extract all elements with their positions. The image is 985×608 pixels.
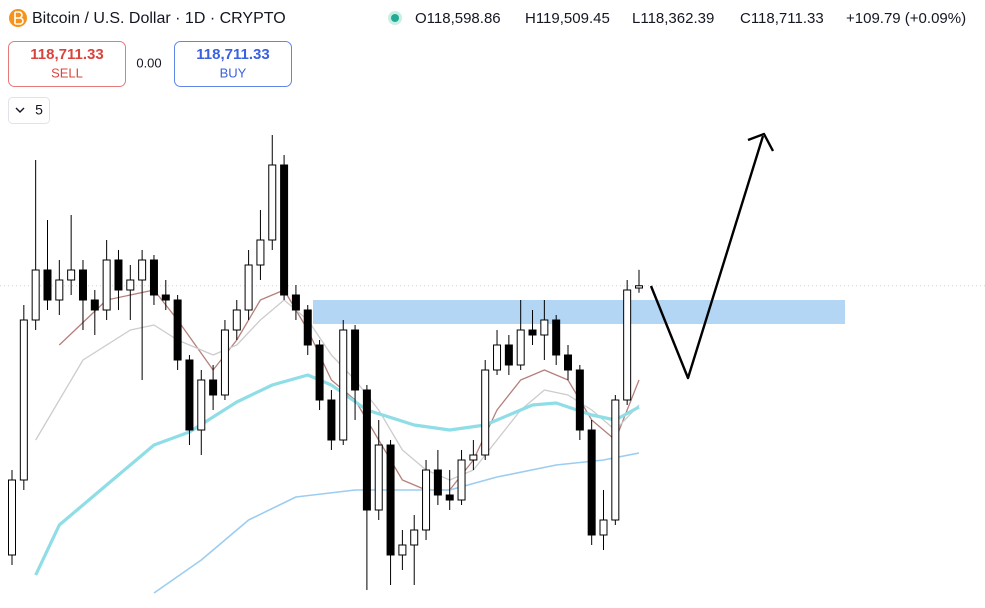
candle-body <box>516 329 525 366</box>
candle-body <box>138 259 147 281</box>
candle-body <box>244 264 253 311</box>
arrow-head <box>747 132 775 152</box>
candle-body <box>599 519 608 536</box>
candle-body <box>197 379 206 431</box>
plot-area <box>0 135 985 594</box>
candle-body <box>161 294 170 301</box>
chevron <box>15 107 25 113</box>
buy-button[interactable] <box>174 41 292 87</box>
candle-body <box>19 319 28 481</box>
buy-label[interactable]: BUY <box>220 65 247 80</box>
candle-body <box>634 285 643 289</box>
indicator-count[interactable]: 5 <box>35 102 43 118</box>
candle-body <box>232 309 241 331</box>
sell-price[interactable]: 118,711.33 <box>30 46 103 63</box>
drawn-arrow <box>649 135 765 380</box>
candle-body <box>114 259 123 291</box>
resistance-zone <box>313 300 845 324</box>
candle-body <box>78 269 87 301</box>
status-dot <box>391 14 399 22</box>
candle-body <box>410 529 419 546</box>
candle-body <box>374 444 383 511</box>
candle-body <box>611 399 620 521</box>
buy-price[interactable]: 118,711.33 <box>196 46 269 63</box>
candle-body <box>623 289 632 401</box>
price-change: +109.79 (+0.09%) <box>846 10 966 27</box>
ohlc-high: H119,509.45 <box>525 10 610 27</box>
symbol-title: Bitcoin / U.S. Dollar · 1D · CRYPTO <box>32 10 286 27</box>
sell-label[interactable]: SELL <box>51 65 83 80</box>
candle-body <box>445 494 454 501</box>
moving-average <box>153 452 640 594</box>
candle-body <box>268 164 277 241</box>
moving-average <box>34 373 640 576</box>
candle-body <box>398 544 407 556</box>
candle-body <box>433 469 442 496</box>
candle-body <box>351 329 360 391</box>
candle-body <box>102 259 111 311</box>
candle-body <box>469 454 478 461</box>
candle-body <box>422 469 431 531</box>
indicators-toggle[interactable] <box>8 97 50 124</box>
candle-body <box>291 294 300 311</box>
candle-body <box>303 309 312 346</box>
candle-body <box>575 369 584 431</box>
candle-body <box>90 299 99 311</box>
ohlc-close: C118,711.33 <box>740 10 824 27</box>
candle-body <box>339 329 348 441</box>
sell-button[interactable] <box>8 41 126 87</box>
candle-body <box>587 429 596 536</box>
candle-body <box>362 389 371 511</box>
candle-body <box>493 344 502 371</box>
candle-body <box>43 269 52 301</box>
candle-body <box>256 239 265 266</box>
candle-body <box>8 479 16 556</box>
candle-body <box>564 354 573 371</box>
candle-body <box>540 319 549 336</box>
candle-body <box>209 379 218 396</box>
candle-body <box>481 369 490 456</box>
ohlc-open: O118,598.86 <box>415 10 501 27</box>
ohlc-low: L118,362.39 <box>632 10 714 27</box>
candle-body <box>504 344 513 366</box>
candle-body <box>386 444 395 556</box>
candle-body <box>327 399 336 441</box>
coin-glyph <box>14 11 24 25</box>
candle-body <box>528 329 537 336</box>
candle-body <box>173 299 182 361</box>
candle-body <box>280 164 289 296</box>
candle-body <box>220 329 229 396</box>
candle-body <box>149 259 158 296</box>
spread: 0.00 <box>136 55 161 70</box>
candle-body <box>126 279 135 291</box>
candle-body <box>185 359 194 431</box>
candle-body <box>552 319 561 356</box>
candle-body <box>457 459 466 501</box>
candle-body <box>31 269 40 321</box>
candle-body <box>67 269 76 281</box>
candle-body <box>55 279 64 301</box>
candle-body <box>315 344 324 401</box>
